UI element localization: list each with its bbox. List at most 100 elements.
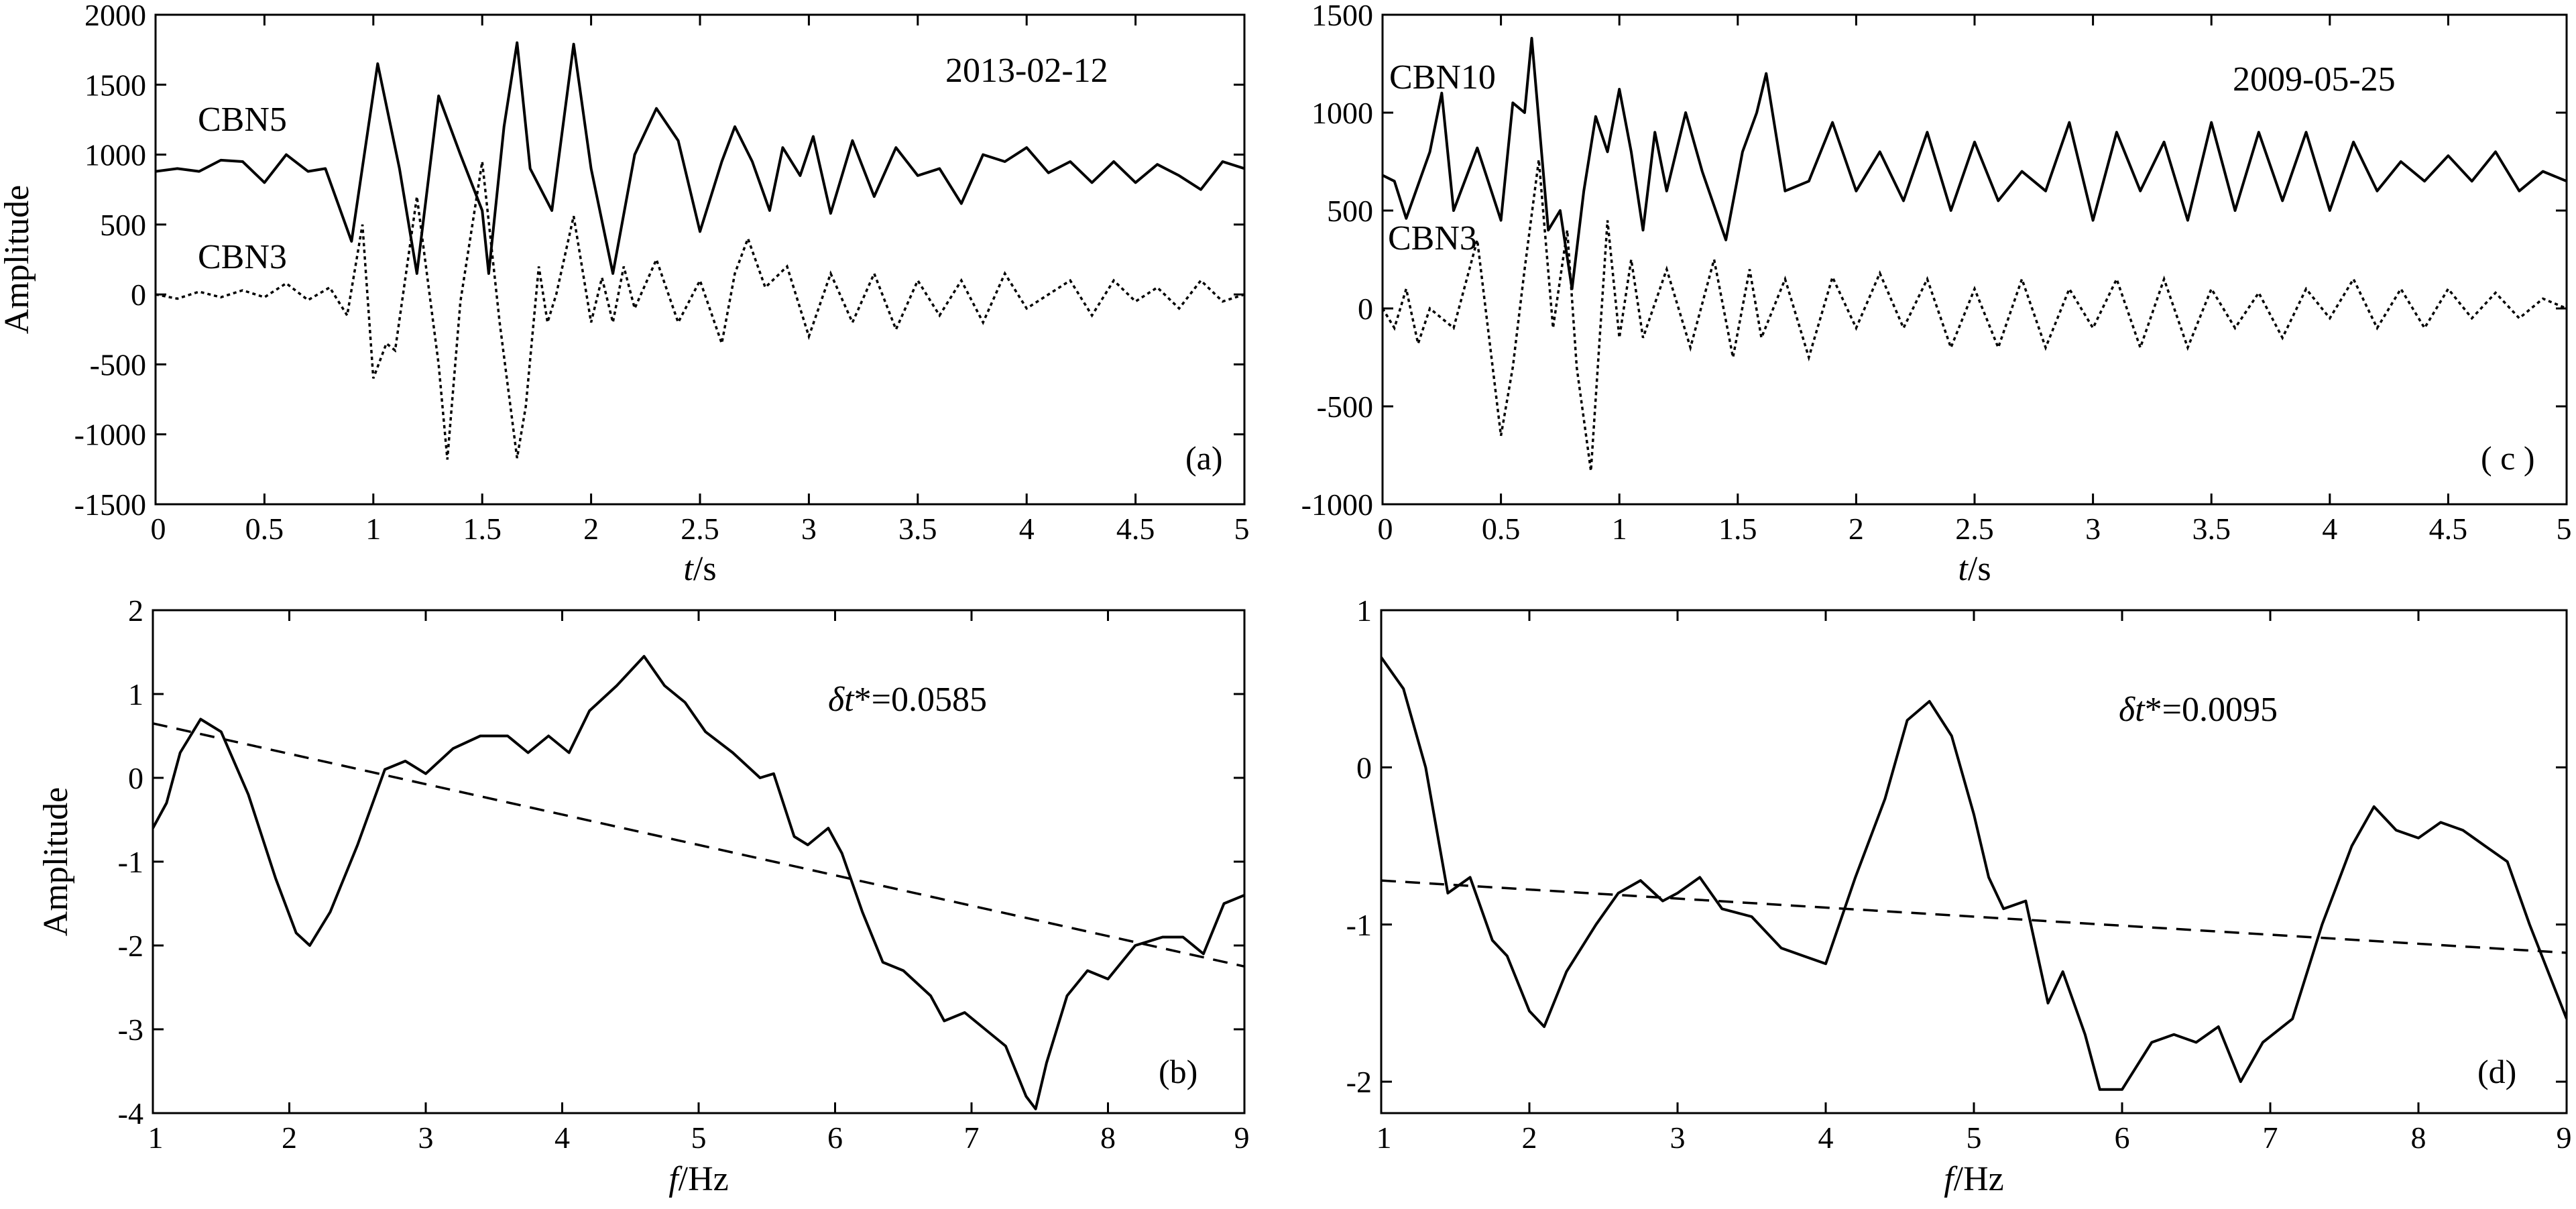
y-tick-label: -4 [118, 1096, 143, 1131]
delta-t-value: *=0.0095 [2145, 691, 2278, 729]
y-tick-label: 0 [128, 761, 143, 795]
y-axis-title: Amplitude [37, 787, 75, 936]
y-tick-label: -500 [90, 347, 146, 382]
y-tick-label: 1 [1356, 593, 1372, 628]
x-tick-label: 3 [1670, 1120, 1686, 1155]
x-tick-label: 3.5 [898, 512, 937, 546]
x-tick-label: 0 [151, 512, 166, 546]
series-line-cbn3 [156, 161, 1244, 460]
x-tick-label: 5 [2557, 512, 2572, 546]
x-tick-label: 2.5 [681, 512, 719, 546]
x-tick-label: 7 [2263, 1120, 2278, 1155]
x-tick-label: 4 [1019, 512, 1035, 546]
series-line-spectral-ratio [1381, 656, 2567, 1091]
x-tick-label: 3 [2085, 512, 2101, 546]
y-tick-label: 1 [128, 677, 143, 711]
x-axis-title: t/s [683, 550, 716, 588]
delta-t-symbol: δt [828, 681, 855, 719]
x-axis-unit: /s [693, 550, 717, 588]
plot-frame [152, 609, 1246, 1114]
x-axis-unit: /Hz [1954, 1160, 2004, 1198]
x-tick-label: 3 [801, 512, 817, 546]
series-label: CBN3 [1388, 219, 1477, 257]
x-tick-label: 3 [418, 1120, 434, 1155]
y-tick-label: 1500 [84, 68, 146, 102]
y-tick-label: -3 [118, 1013, 143, 1047]
y-tick-label: 1000 [1311, 96, 1373, 130]
x-tick-label: 5 [1234, 512, 1250, 546]
x-tick-label: 2 [282, 1120, 297, 1155]
series-label: CBN10 [1389, 58, 1496, 97]
y-tick-label: 1000 [84, 138, 146, 172]
y-tick-label: -1500 [74, 487, 146, 522]
x-axis-title: t/s [1958, 550, 1991, 588]
x-tick-label: 2.5 [1955, 512, 1994, 546]
x-tick-label: 4.5 [2429, 512, 2468, 546]
x-tick-label: 4 [1818, 1120, 1834, 1155]
panel-label: ( c ) [2481, 439, 2535, 477]
series-line-cbn5 [156, 41, 1244, 275]
y-tick-label: 500 [100, 208, 146, 242]
x-tick-label: 4 [554, 1120, 570, 1155]
y-tick-label: -2 [1346, 1065, 1372, 1099]
y-tick-label: 2 [128, 593, 143, 628]
x-tick-label: 0 [1378, 512, 1393, 546]
y-tick-label: -500 [1317, 390, 1373, 424]
y-tick-label: -1000 [74, 418, 146, 452]
x-tick-label: 9 [1234, 1120, 1250, 1155]
x-tick-label: 1 [148, 1120, 164, 1155]
delta-t-annotation: δt*=0.0585 [828, 681, 987, 719]
y-tick-label: -2 [118, 929, 143, 963]
x-tick-label: 9 [2557, 1120, 2572, 1155]
x-tick-label: 1.5 [1718, 512, 1757, 546]
x-tick-label: 1.5 [463, 512, 502, 546]
x-tick-label: 2 [583, 512, 599, 546]
x-axis-symbol: t [683, 550, 694, 588]
x-tick-label: 4.5 [1116, 512, 1155, 546]
x-axis-symbol: t [1958, 550, 1969, 588]
y-tick-label: 0 [1356, 750, 1372, 785]
panel-label: (b) [1159, 1053, 1197, 1090]
x-tick-label: 2 [1522, 1120, 1537, 1155]
y-tick-label: 1500 [1311, 0, 1373, 32]
x-axis-unit: /s [1968, 550, 1991, 588]
x-tick-label: 2 [1849, 512, 1864, 546]
x-tick-label: 1 [1377, 1120, 1392, 1155]
x-axis-unit: /Hz [679, 1160, 729, 1198]
x-tick-label: 3.5 [2192, 512, 2231, 546]
delta-t-symbol: δt [2119, 691, 2146, 729]
y-tick-label: -1 [1346, 908, 1372, 942]
y-tick-label: 0 [131, 278, 146, 312]
y-tick-label: 500 [1327, 194, 1373, 228]
delta-t-annotation: δt*=0.0095 [2119, 691, 2278, 729]
chart-panel-b: 1 2 3 4 5 6 7 8 9 -4 -3 -2 -1 0 1 2 Amplitude f/Hz δt*=0.0… [37, 593, 1250, 1198]
x-tick-label: 8 [2411, 1120, 2426, 1155]
series-label: CBN5 [198, 101, 287, 139]
x-tick-label: 6 [2115, 1120, 2130, 1155]
x-tick-label: 8 [1100, 1120, 1116, 1155]
y-tick-label: -1000 [1301, 487, 1373, 522]
chart-panel-d: 1 2 3 4 5 6 7 8 9 -2 -1 0 1 f/Hz δt*=0.0095 (d) [1346, 593, 2572, 1198]
x-tick-label: 6 [827, 1120, 843, 1155]
series-line-linear-fit [153, 722, 1244, 968]
x-tick-label: 4 [2322, 512, 2337, 546]
series-line-cbn3 [1383, 159, 2567, 471]
chart-panel-a: 0 0.5 1 1.5 2 2.5 3 3.5 4 4.5 5 -1500 -1000 -500 0 500 1… [0, 0, 1250, 588]
x-axis-title: f/Hz [668, 1160, 729, 1198]
x-tick-label: 7 [964, 1120, 980, 1155]
x-tick-label: 1 [1612, 512, 1627, 546]
x-axis-title: f/Hz [1944, 1160, 2004, 1198]
series-line-cbn10 [1383, 37, 2567, 290]
x-tick-label: 0.5 [1482, 512, 1521, 546]
chart-panel-c: 0 0.5 1 1.5 2 2.5 3 3.5 4 4.5 5 -1000 -500 0 500 1000 15… [1301, 0, 2572, 588]
date-annotation: 2009-05-25 [2233, 60, 2396, 99]
y-tick-label: -1 [118, 845, 143, 879]
x-tick-label: 0.5 [245, 512, 284, 546]
x-tick-label: 1 [365, 512, 381, 546]
plot-frame [1380, 609, 2568, 1114]
y-tick-label: 0 [1358, 292, 1373, 326]
series-line-linear-fit [1381, 879, 2567, 954]
panel-label: (d) [2477, 1053, 2516, 1090]
